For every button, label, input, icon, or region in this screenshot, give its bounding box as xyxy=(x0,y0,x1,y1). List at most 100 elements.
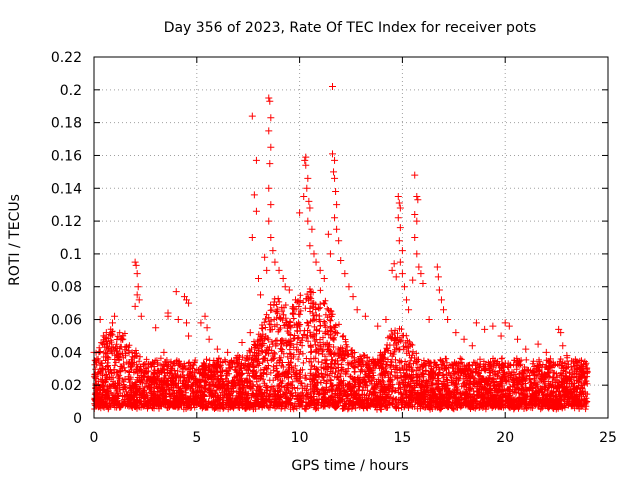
data-point xyxy=(437,296,445,304)
data-point xyxy=(472,319,480,327)
data-point xyxy=(275,266,283,274)
dense-data-band-marks xyxy=(91,286,591,413)
data-point xyxy=(238,339,246,347)
data-point xyxy=(201,312,209,320)
data-point xyxy=(131,302,139,310)
data-point xyxy=(234,352,242,360)
dense-data-band xyxy=(91,286,591,413)
data-point xyxy=(312,258,320,266)
data-point xyxy=(301,156,309,164)
y-tick-label: 0.22 xyxy=(51,50,82,66)
data-point xyxy=(349,293,357,301)
data-point xyxy=(248,112,256,120)
data-point xyxy=(341,270,349,278)
data-point xyxy=(333,225,341,233)
data-point xyxy=(304,217,312,225)
data-point xyxy=(514,335,522,343)
x-tick-labels: 0 5 10 15 20 25 xyxy=(90,430,617,446)
data-point xyxy=(411,234,419,241)
data-point xyxy=(331,214,339,222)
data-point xyxy=(411,211,419,219)
data-point xyxy=(197,319,205,327)
data-point xyxy=(413,192,421,200)
data-point xyxy=(335,237,343,245)
data-point xyxy=(109,319,117,327)
data-point xyxy=(400,283,408,291)
data-point xyxy=(285,286,293,294)
x-axis-label: GPS time / hours xyxy=(291,458,408,474)
x-tick-label: 15 xyxy=(393,430,411,446)
data-point xyxy=(394,214,402,222)
data-point xyxy=(394,192,402,200)
data-point xyxy=(557,329,565,337)
data-point xyxy=(306,242,314,250)
data-point xyxy=(534,340,542,348)
data-point xyxy=(333,201,341,209)
data-point xyxy=(183,319,191,327)
chart-title: Day 356 of 2023, Rate Of TEC Index for r… xyxy=(164,20,537,36)
data-point xyxy=(203,324,211,332)
data-point xyxy=(266,97,274,105)
data-point xyxy=(248,234,256,241)
x-tick-label: 5 xyxy=(192,430,201,446)
data-point xyxy=(396,224,404,232)
data-point xyxy=(271,258,279,266)
plot-frame xyxy=(93,56,609,419)
data-point xyxy=(185,299,193,307)
data-point xyxy=(302,153,310,161)
data-point xyxy=(267,201,275,209)
data-point xyxy=(265,184,273,192)
data-point xyxy=(417,270,425,278)
data-point xyxy=(583,368,591,376)
data-point xyxy=(252,156,260,164)
data-point xyxy=(279,275,287,283)
data-point xyxy=(414,196,422,204)
data-point xyxy=(185,332,193,340)
y-tick-label: 0.02 xyxy=(51,378,82,394)
data-point xyxy=(497,332,505,340)
data-point xyxy=(265,127,273,135)
data-point xyxy=(563,352,571,360)
data-point xyxy=(481,325,489,333)
data-point xyxy=(132,261,140,269)
data-point xyxy=(396,204,404,212)
data-point xyxy=(405,306,413,314)
data-point xyxy=(392,273,400,281)
data-point xyxy=(300,192,308,200)
data-point xyxy=(310,250,318,258)
data-point xyxy=(254,275,262,283)
data-point xyxy=(395,237,403,245)
data-point xyxy=(252,207,260,215)
data-point xyxy=(281,283,289,291)
data-point xyxy=(398,270,406,278)
data-point xyxy=(579,365,587,373)
data-point xyxy=(111,312,119,320)
data-point xyxy=(316,266,324,274)
data-point xyxy=(468,342,476,350)
data-point xyxy=(152,324,160,332)
data-point xyxy=(213,345,221,353)
data-point xyxy=(434,273,442,281)
data-point xyxy=(433,263,441,271)
data-point xyxy=(133,270,141,278)
data-point xyxy=(160,348,168,356)
y-tick-label: 0.08 xyxy=(51,280,82,296)
data-point xyxy=(522,345,530,353)
data-point xyxy=(224,348,232,356)
y-tick-label: 0.06 xyxy=(51,313,82,329)
y-tick-label: 0.18 xyxy=(51,116,82,132)
data-point xyxy=(164,312,172,320)
data-point xyxy=(501,319,509,327)
data-point xyxy=(303,184,311,192)
data-point xyxy=(250,191,258,199)
data-point xyxy=(425,316,433,324)
data-point xyxy=(452,329,460,337)
data-point xyxy=(374,322,382,330)
data-point xyxy=(559,342,567,350)
data-point xyxy=(573,361,581,369)
data-point xyxy=(302,161,310,169)
data-point xyxy=(330,168,338,176)
data-point xyxy=(205,335,213,343)
data-point xyxy=(267,234,275,241)
